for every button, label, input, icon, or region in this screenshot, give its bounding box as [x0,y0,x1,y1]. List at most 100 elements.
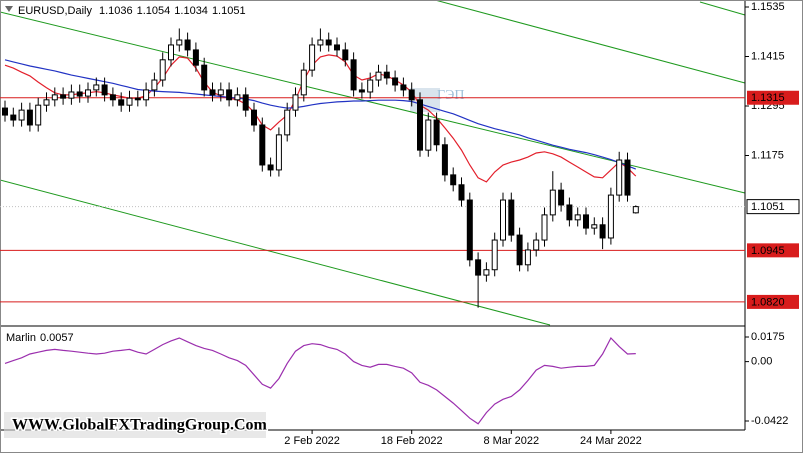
candle-body [607,194,614,239]
candle-body [491,239,498,271]
candle-body [300,69,307,96]
y-tick-label: 1.1175 [751,149,784,161]
y-tick-label: 1.1535 [751,1,785,13]
candle-body [458,184,465,201]
price-label-box [746,199,800,215]
candle-body [309,44,316,71]
candle-body [251,109,257,126]
candle-body [151,79,158,91]
candle-body [417,99,423,151]
candle-body [10,114,17,121]
candle-body [2,107,8,116]
candle-body [408,89,415,101]
candle-body [533,239,540,251]
candle-body [574,214,581,221]
indicator-label: Marlin 0.0057 [6,332,74,344]
candle-body [342,49,349,61]
ohlc-high: 1.1054 [137,5,171,17]
ohlc-open: 1.1036 [99,5,133,17]
candle-body [68,91,75,99]
candle-body [367,79,374,93]
moving-average [4,54,637,183]
candle-body [143,89,150,101]
ohlc-low: 1.1034 [174,5,208,17]
candle-body [234,94,241,101]
moving-average [4,59,637,170]
x-tick-label: 18 Feb 2022 [381,435,443,447]
candle-body [392,77,399,86]
level-label-box [747,90,799,105]
level-label: 1.1315 [751,92,785,104]
candle-body [334,44,340,51]
candle-body [317,39,324,46]
candle-body [500,199,506,241]
candle-body [60,94,67,99]
candle-body [433,119,440,146]
candle-body [441,144,448,176]
candle-body [226,89,233,101]
candle-body [101,84,108,96]
candle-body [267,164,274,171]
indicator-line [4,336,636,425]
candle-body [624,159,631,196]
indicator-tick-label: 0.00 [751,356,772,368]
candle-body [591,224,598,229]
candle-body [209,89,216,96]
ohlc-close: 1.1051 [212,5,246,17]
y-tick-label: 1.1415 [751,50,785,62]
watermark-box [4,412,266,438]
candle-body [632,206,639,214]
symbol-icon [5,6,13,12]
candle-body [275,134,282,171]
candle-body [466,199,473,261]
candle-body [126,97,133,106]
symbol: EURUSD,Daily [18,5,92,17]
level-label: 1.0820 [751,296,785,308]
candle-body [184,39,191,51]
candle-body [35,104,42,126]
watermark: WWW.GlobalFXTradingGroup.Com [12,417,268,434]
candle-body [51,94,58,101]
candle-body [118,99,125,106]
candle-body [43,99,50,106]
candle-body [192,49,199,66]
channel-line [699,1,746,16]
candle-body [109,94,116,101]
candle-body [599,224,606,239]
candle-body [475,259,482,276]
x-tick-label: 24 Mar 2022 [580,435,642,447]
candle-body [242,94,249,111]
candle-body [259,124,266,166]
candle-body [450,174,457,186]
x-tick-label: 2 Feb 2022 [284,435,340,447]
candle-body [217,89,224,96]
candle-body [159,59,166,81]
channel-line [0,179,551,326]
gap-annotation: ГЭП [437,88,464,103]
candle-body [76,91,83,97]
candle-body [292,94,299,111]
candle-body [375,71,382,81]
indicator-name: Marlin [6,332,36,344]
candle-body [18,109,25,121]
level-label: 1.0945 [751,245,785,257]
candle-body [134,97,141,101]
candle-body [616,159,623,196]
candle-body [524,249,531,266]
candle-body [284,109,291,136]
candle-body [516,234,523,266]
candle-body [176,39,183,46]
indicator-tick-label: -0.0422 [751,415,788,427]
candle-body [26,109,33,126]
indicator-tick-label: 0.0175 [751,331,785,343]
candle-body [383,71,390,79]
candle-body [325,39,332,46]
candle-body [400,84,407,91]
candle-body [583,214,589,229]
candle-body [85,89,91,97]
candle-body [558,189,565,206]
level-label-box [747,243,799,258]
candle-body [508,199,515,236]
